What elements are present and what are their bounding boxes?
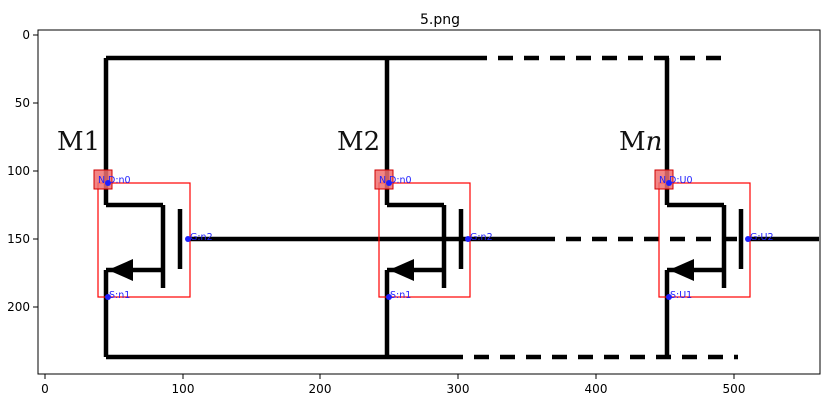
mn-label: Mn: [619, 127, 662, 157]
plot-area: [37, 29, 821, 375]
y-tick-label: 0: [22, 28, 30, 42]
pin-annotations: N D:n0 G:n2 S:n1 N D:n0 G:n2 S:n1 N D:U0…: [98, 175, 774, 301]
m1-label: M1: [57, 127, 100, 157]
y-tick-label: 150: [7, 232, 30, 246]
m1-source-label: S:n1: [109, 290, 130, 301]
m2-source-label: S:n1: [390, 290, 411, 301]
m1-gate-dot: [185, 236, 191, 242]
mn-source-label: S:U1: [670, 290, 692, 301]
m2-gate-dot: [465, 236, 471, 242]
y-tick-label: 100: [7, 164, 30, 178]
m2-source-dot: [386, 294, 392, 300]
source-arrows: [108, 259, 694, 281]
m1-drain-label: D:n0: [108, 175, 131, 186]
mn-gate-label: G:U2: [750, 232, 774, 243]
x-tick-labels: 0 100 200 300 400 500: [41, 382, 745, 396]
y-tick-label: 50: [15, 96, 30, 110]
x-tick-label: 100: [172, 382, 195, 396]
m2-drain-dot: [386, 180, 392, 186]
mn-type-label: N: [659, 175, 666, 186]
mn-source-dot: [666, 294, 672, 300]
x-tick-label: 500: [723, 382, 746, 396]
m2-source-arrow: [389, 259, 414, 281]
m1-type-label: N: [98, 175, 105, 186]
mn-source-arrow: [669, 259, 694, 281]
mn-gate-dot: [745, 236, 751, 242]
mn-drain-dot: [666, 180, 672, 186]
m1-drain-dot: [105, 180, 111, 186]
mn-drain-label: D:U0: [669, 175, 693, 186]
m2-gate-label: G:n2: [470, 232, 493, 243]
m1-gate-label: G:n2: [190, 232, 213, 243]
x-tick-label: 400: [585, 382, 608, 396]
m1-source-dot: [105, 294, 111, 300]
y-tick-label: 200: [7, 300, 30, 314]
m1-source-arrow: [108, 259, 133, 281]
x-tick-label: 200: [309, 382, 332, 396]
m2-type-label: N: [379, 175, 386, 186]
figure-title: 5.png: [420, 12, 460, 28]
y-tick-labels: 0 50 100 150 200: [7, 28, 30, 314]
m2-label: M2: [337, 127, 380, 157]
x-tick-label: 300: [447, 382, 470, 396]
axis-ticks: [33, 34, 735, 379]
m2-drain-label: D:n0: [389, 175, 412, 186]
x-tick-label: 0: [41, 382, 49, 396]
pin-dots: [105, 180, 751, 300]
